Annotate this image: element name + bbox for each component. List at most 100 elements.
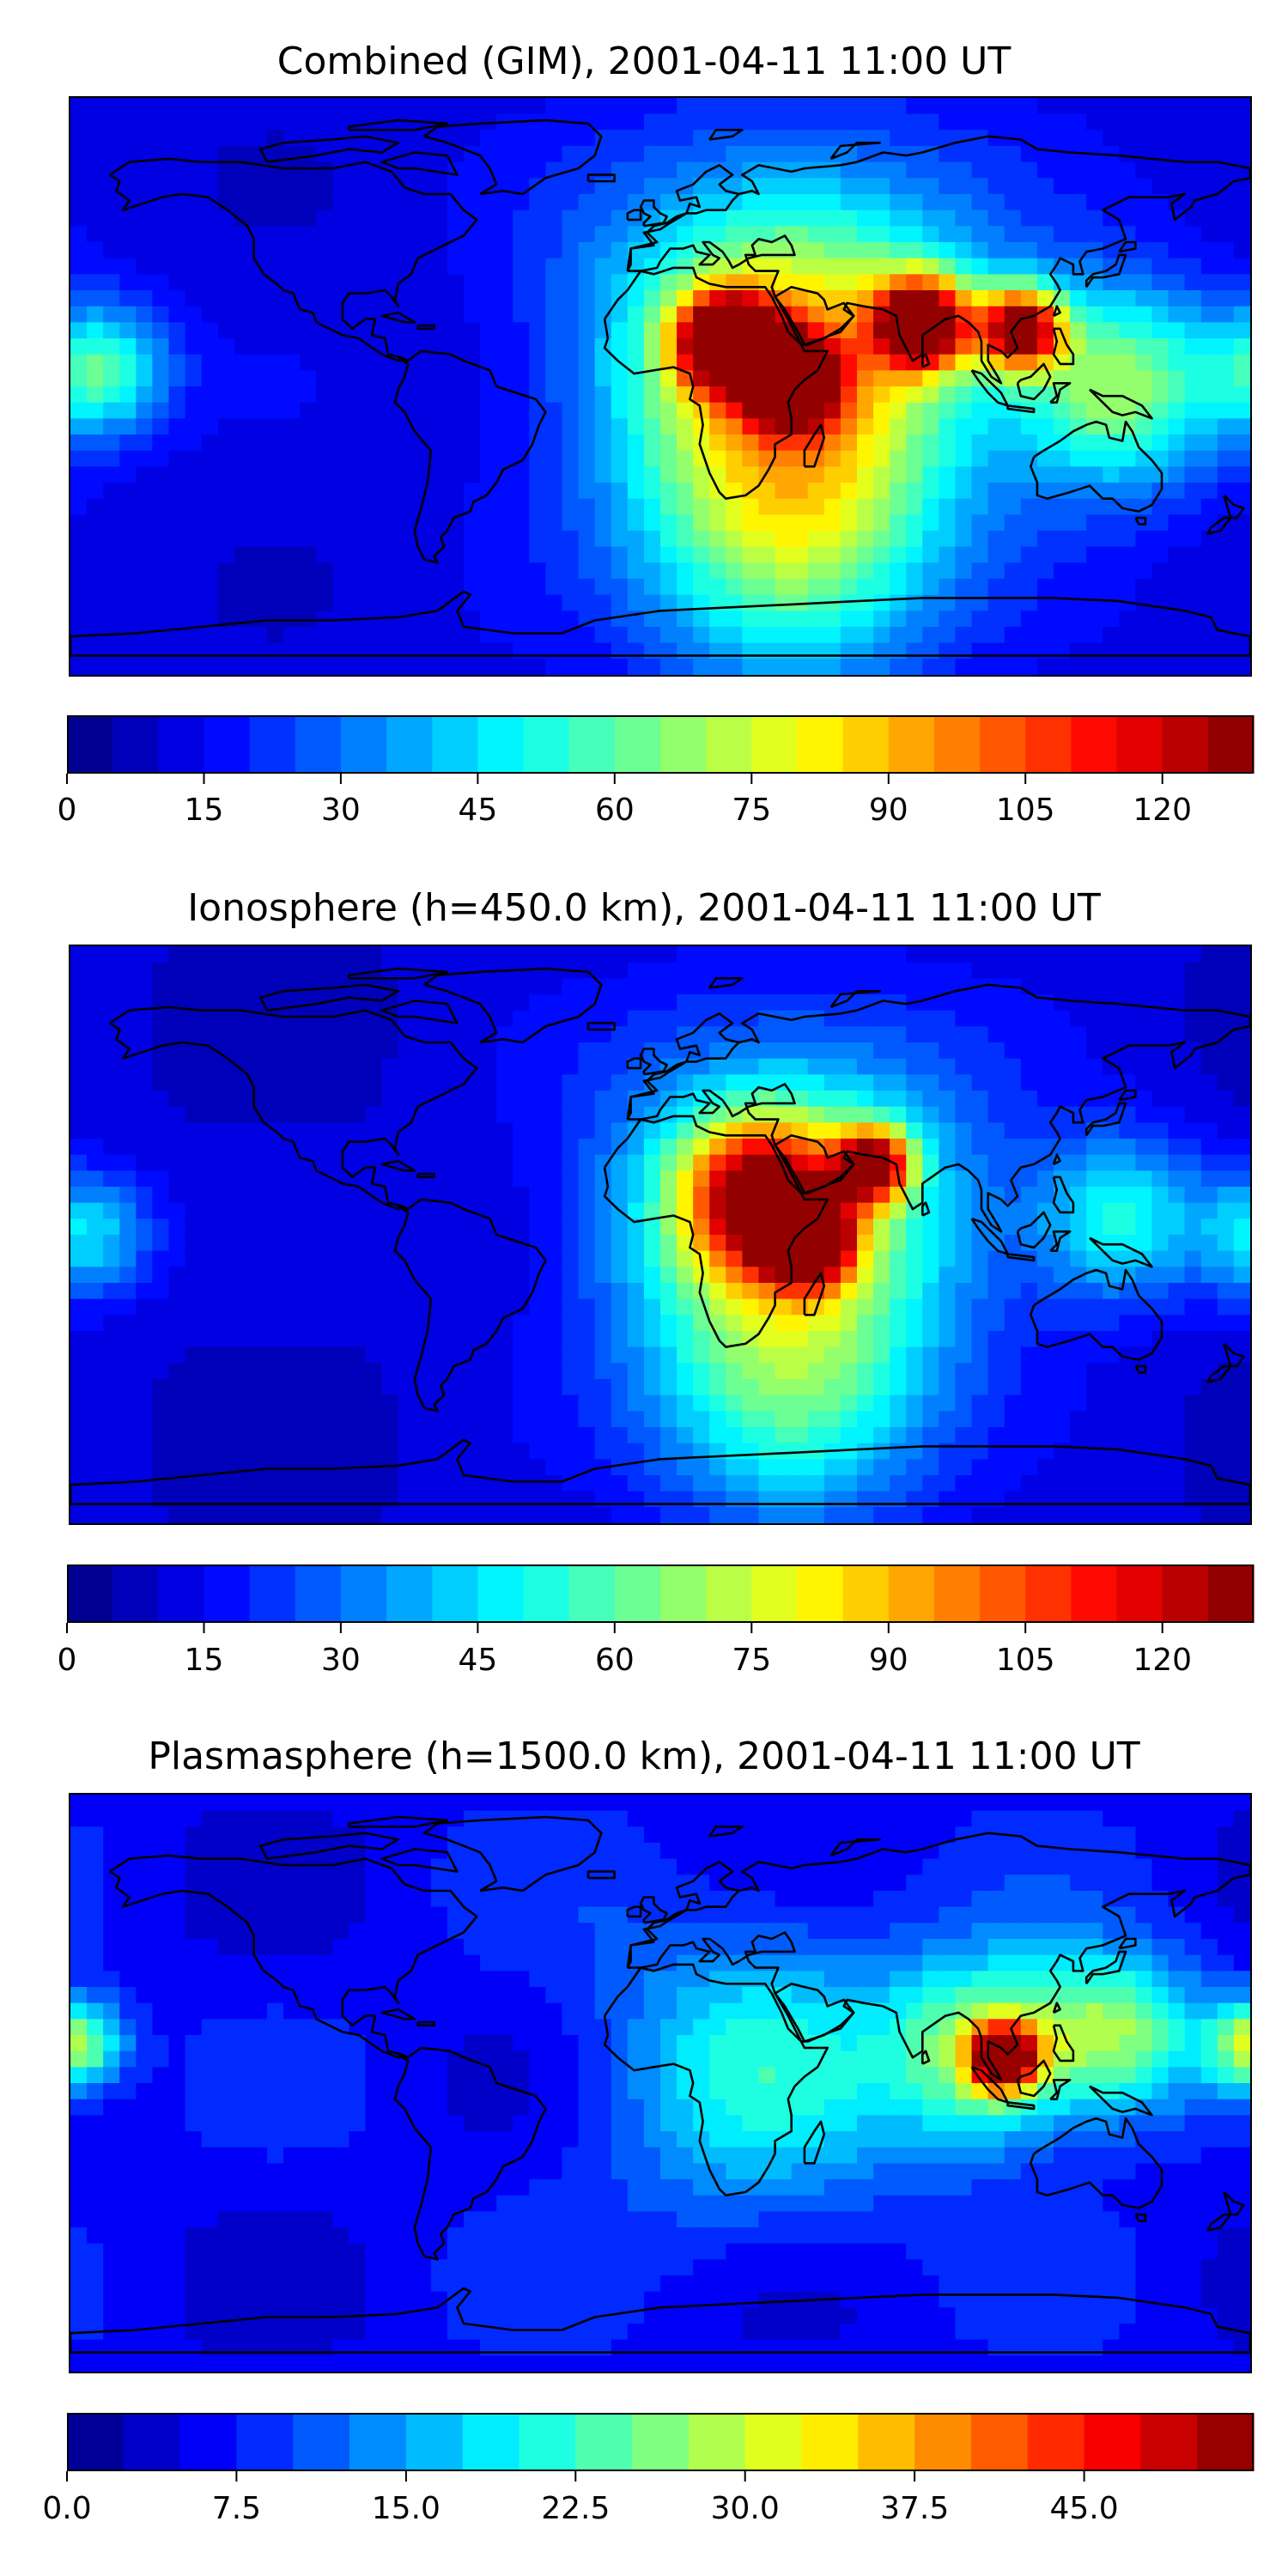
tec-cell bbox=[70, 161, 88, 179]
tec-cell bbox=[365, 1154, 383, 1171]
tec-cell bbox=[250, 146, 268, 163]
tec-cell bbox=[103, 1250, 120, 1267]
tec-cell bbox=[234, 1122, 252, 1139]
tec-cell bbox=[840, 1331, 858, 1348]
tec-cell bbox=[742, 946, 760, 963]
tec-cell bbox=[185, 1091, 203, 1108]
tec-cell bbox=[758, 322, 776, 339]
tec-cell bbox=[955, 1267, 973, 1284]
tec-cell bbox=[758, 514, 776, 532]
tec-cell bbox=[791, 1042, 809, 1060]
coastline bbox=[1049, 382, 1072, 404]
tec-cell bbox=[365, 1074, 383, 1091]
tec-cell bbox=[70, 194, 88, 211]
tec-cell bbox=[939, 1058, 957, 1075]
tec-cell bbox=[300, 1331, 317, 1348]
tec-cell bbox=[1086, 546, 1103, 563]
tec-cell bbox=[201, 146, 219, 163]
tec-cell bbox=[316, 611, 333, 628]
tec-cell bbox=[1070, 978, 1087, 995]
tec-cell bbox=[1103, 546, 1120, 563]
tec-cell bbox=[578, 1074, 596, 1091]
tec-cell bbox=[594, 274, 612, 291]
tec-cell bbox=[70, 1491, 88, 1508]
tec-cell bbox=[758, 1202, 776, 1219]
tec-cell bbox=[955, 1074, 973, 1091]
tec-cell bbox=[119, 146, 137, 163]
tec-cell bbox=[594, 1218, 612, 1236]
tec-cell bbox=[742, 1411, 760, 1428]
tec-cell bbox=[545, 1058, 563, 1075]
tec-cell bbox=[1036, 1250, 1054, 1267]
tec-cell bbox=[185, 178, 203, 195]
tec-cell bbox=[643, 611, 661, 628]
tec-cell bbox=[414, 386, 432, 404]
tec-cell bbox=[1036, 194, 1054, 211]
tec-cell bbox=[758, 1443, 776, 1460]
tec-cell bbox=[300, 1298, 317, 1315]
tec-cell bbox=[971, 1475, 989, 1492]
tec-cell bbox=[873, 1394, 890, 1412]
tec-cell bbox=[447, 962, 465, 979]
tec-cell bbox=[529, 962, 547, 979]
tec-cell bbox=[1020, 1091, 1038, 1108]
tec-cell bbox=[496, 274, 513, 291]
tec-cell bbox=[283, 1218, 301, 1236]
tec-cell bbox=[398, 402, 416, 419]
tec-cell bbox=[1119, 402, 1137, 419]
tec-cell bbox=[513, 1394, 530, 1412]
tec-cell bbox=[464, 98, 481, 115]
tec-cell bbox=[693, 1475, 710, 1492]
tec-cell bbox=[955, 1475, 973, 1492]
tec-cell bbox=[1054, 1042, 1071, 1060]
tec-cell bbox=[971, 994, 989, 1012]
tec-cell bbox=[939, 1218, 957, 1236]
tec-cell bbox=[1135, 338, 1153, 355]
tec-cell bbox=[643, 306, 661, 323]
tec-cell bbox=[152, 322, 170, 339]
tec-cell bbox=[464, 113, 481, 131]
tec-cell bbox=[726, 242, 744, 259]
tec-cell bbox=[971, 194, 989, 211]
tec-cell bbox=[119, 1074, 137, 1091]
tec-cell bbox=[119, 226, 137, 243]
tec-cell bbox=[513, 402, 530, 419]
tec-cell bbox=[955, 210, 973, 227]
tec-cell bbox=[643, 194, 661, 211]
tec-cell bbox=[726, 194, 744, 211]
tec-cell bbox=[283, 1267, 301, 1284]
tec-cell bbox=[217, 579, 235, 596]
tec-cell bbox=[643, 1363, 661, 1380]
tec-cell bbox=[300, 1139, 317, 1156]
tec-cell bbox=[119, 274, 137, 291]
tec-cell bbox=[496, 546, 513, 563]
tec-cell bbox=[136, 306, 154, 323]
tec-cell bbox=[1233, 466, 1250, 483]
tec-cell bbox=[823, 226, 841, 243]
tec-cell bbox=[726, 1507, 744, 1523]
tec-cell bbox=[168, 1218, 186, 1236]
tec-cell bbox=[955, 290, 973, 307]
tec-cell bbox=[414, 531, 432, 548]
tec-cell bbox=[1036, 514, 1054, 532]
tec-cell bbox=[775, 466, 793, 483]
tec-cell bbox=[201, 418, 219, 435]
tec-cell bbox=[840, 562, 858, 580]
tec-cell bbox=[1004, 1346, 1022, 1364]
tec-cell bbox=[971, 338, 989, 355]
tec-cell bbox=[955, 627, 973, 644]
tec-cell bbox=[185, 1026, 203, 1043]
tec-cell bbox=[742, 1235, 760, 1252]
tec-cell bbox=[316, 531, 333, 548]
tec-cell bbox=[414, 1122, 432, 1139]
tec-cell bbox=[234, 194, 252, 211]
tec-cell bbox=[594, 1411, 612, 1428]
tec-cell bbox=[217, 1122, 235, 1139]
tec-cell bbox=[791, 434, 809, 452]
tec-cell bbox=[578, 402, 596, 419]
tec-cell bbox=[562, 1026, 580, 1043]
tec-cell bbox=[87, 1122, 104, 1139]
tec-cell bbox=[1151, 370, 1170, 387]
tec-cell bbox=[1184, 418, 1202, 435]
tec-cell bbox=[103, 306, 120, 323]
